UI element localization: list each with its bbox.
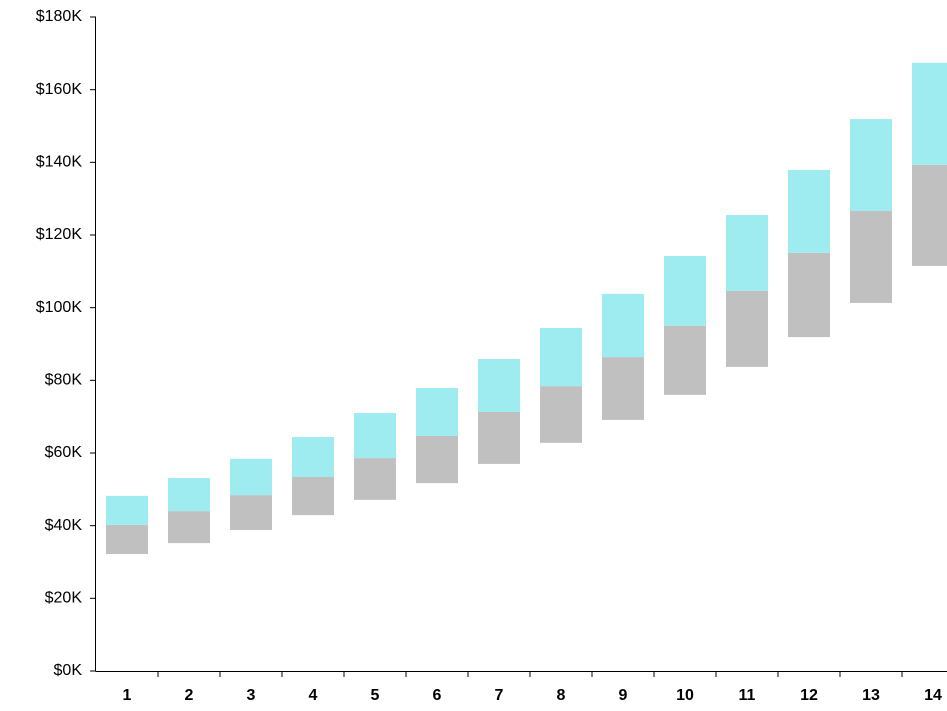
x-tick-label: 9 [619,687,628,704]
bar-segment [478,411,520,464]
bar-segment [788,169,830,253]
bar-segment [850,119,892,212]
y-tick-label: $0K [54,662,83,679]
bar-segment [912,62,947,165]
bar-segment [664,395,706,671]
x-tick-label: 2 [185,687,194,704]
x-tick-label: 6 [433,687,442,704]
bar-segment [788,252,830,338]
bar-segment [292,437,334,477]
bar-segment [230,495,272,531]
bar-segment [168,478,210,512]
x-tick-label: 4 [309,687,318,704]
y-tick-label: $40K [45,517,83,534]
bar-segment [850,303,892,671]
bar-segment [726,215,768,291]
bar-segment [540,386,582,443]
bar-segment [788,337,830,671]
bar-segment [106,554,148,671]
bar-segment [850,211,892,303]
bar-segment [416,387,458,436]
y-tick-label: $80K [45,372,83,389]
bar-segment [478,464,520,671]
bar-segment [664,256,706,326]
bar-segment [230,530,272,671]
bar-segment [168,511,210,544]
y-tick-label: $20K [45,590,83,607]
bar-segment [478,358,520,412]
bar-segment [602,357,644,420]
x-tick-label: 14 [924,687,942,704]
x-tick-label: 3 [247,687,256,704]
y-tick-label: $100K [36,299,83,316]
bar-segment [106,495,148,525]
x-tick-label: 8 [557,687,566,704]
bar-segment [726,367,768,671]
x-tick-label: 1 [123,687,132,704]
bar-segment [912,164,947,266]
y-tick-label: $160K [36,81,83,98]
bar-segment [354,458,396,500]
bar-segment [602,293,644,358]
bar-segment [726,290,768,367]
bar-segment [230,458,272,496]
bar-segment [292,476,334,516]
x-tick-label: 5 [371,687,380,704]
bar-segment [354,500,396,671]
bar-segment [664,325,706,395]
bar-segment [416,483,458,671]
bar-segment [416,435,458,484]
bar-segment [106,524,148,555]
bar-segment [354,413,396,459]
bar-segment [912,266,947,671]
bar-segment [168,543,210,671]
y-tick-label: $60K [45,444,83,461]
x-tick-label: 10 [676,687,694,704]
y-tick-label: $180K [36,8,83,25]
x-tick-label: 13 [862,687,880,704]
bar-segment [540,328,582,387]
x-tick-label: 11 [739,687,756,704]
bar-segment [602,420,644,671]
x-tick-label: 12 [800,687,818,704]
y-tick-label: $140K [36,154,83,171]
y-tick-label: $120K [36,226,83,243]
x-tick-label: 7 [495,687,504,704]
bar-segment [540,443,582,671]
bar-segment [292,515,334,671]
